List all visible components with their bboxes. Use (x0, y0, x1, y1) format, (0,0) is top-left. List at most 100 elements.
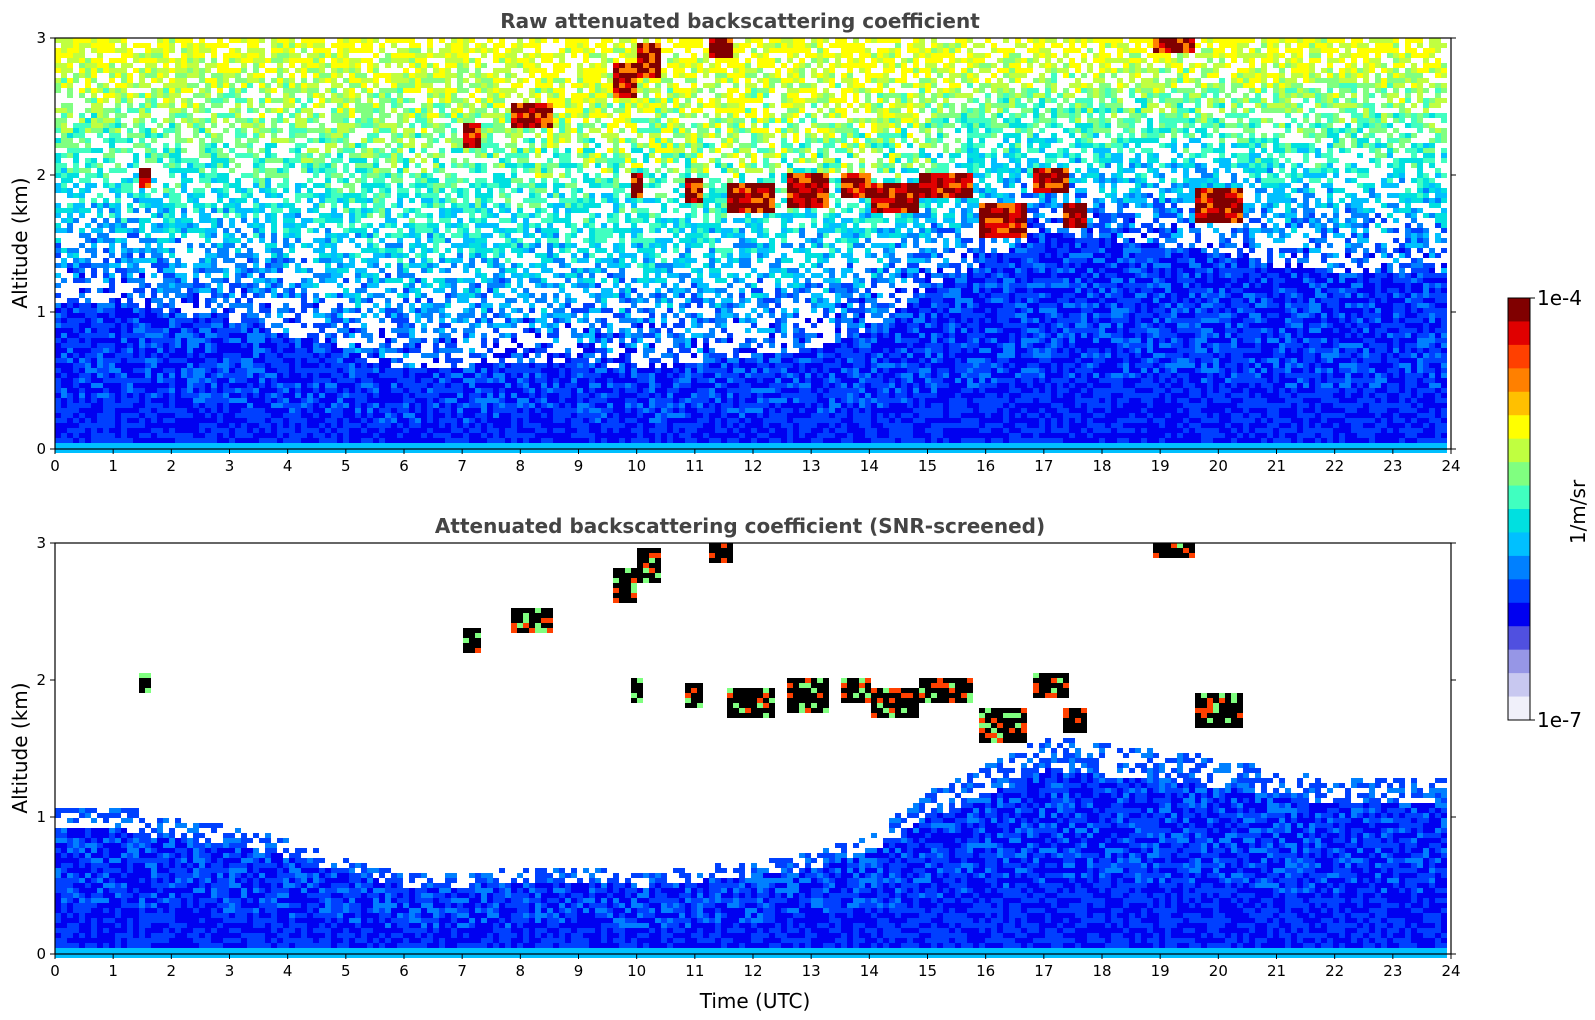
heatmap-cell (409, 133, 415, 138)
heatmap-cell (451, 118, 457, 123)
heatmap-cell (463, 443, 469, 448)
heatmap-cell (163, 423, 169, 428)
heatmap-cell (85, 233, 91, 238)
heatmap-cell (283, 203, 289, 208)
heatmap-cell (67, 83, 73, 88)
heatmap-cell (73, 278, 79, 283)
heatmap-cell (445, 338, 451, 343)
heatmap-cell (337, 218, 343, 223)
heatmap-cell (271, 203, 277, 208)
heatmap-cell (151, 368, 157, 373)
heatmap-cell (109, 418, 115, 423)
heatmap-cell (283, 368, 289, 373)
heatmap-cell (505, 58, 511, 63)
heatmap-cell (91, 98, 97, 103)
heatmap-cell (73, 418, 79, 423)
heatmap-cell (511, 188, 517, 193)
heatmap-cell (301, 418, 307, 423)
heatmap-cell (175, 428, 181, 433)
heatmap-cell (331, 163, 337, 168)
heatmap-cell (61, 333, 67, 338)
heatmap-cell (439, 188, 445, 193)
heatmap-cell (151, 383, 157, 388)
heatmap-cell (463, 423, 469, 428)
heatmap-cell (511, 273, 517, 278)
heatmap-cell (319, 123, 325, 128)
heatmap-cell (163, 163, 169, 168)
heatmap-cell (67, 173, 73, 178)
heatmap-cell (511, 448, 517, 453)
heatmap-cell (367, 433, 373, 438)
heatmap-cell (445, 423, 451, 428)
heatmap-cell (85, 413, 91, 418)
heatmap-cell (505, 153, 511, 158)
heatmap-cell (79, 378, 85, 383)
heatmap-cell (439, 418, 445, 423)
heatmap-cell (151, 223, 157, 228)
heatmap-cell (427, 388, 433, 393)
heatmap-cell (391, 178, 397, 183)
heatmap-cell (445, 428, 451, 433)
heatmap-cell (403, 433, 409, 438)
heatmap-cell (229, 333, 235, 338)
heatmap-cell (139, 333, 145, 338)
heatmap-cell (253, 293, 259, 298)
heatmap-cell (97, 223, 103, 228)
heatmap-cell (133, 428, 139, 433)
heatmap-cell (193, 388, 199, 393)
heatmap-cell (139, 93, 145, 98)
heatmap-cell (211, 188, 217, 193)
heatmap-cell (247, 408, 253, 413)
heatmap-cell (493, 248, 499, 253)
heatmap-cell (367, 78, 373, 83)
heatmap-cell (223, 68, 229, 73)
heatmap-cell (169, 438, 175, 443)
heatmap-cell (469, 93, 475, 98)
heatmap-cell (277, 383, 283, 388)
heatmap-cell (115, 353, 121, 358)
heatmap-cell (385, 438, 391, 443)
heatmap-cell (439, 238, 445, 243)
heatmap-cell (439, 48, 445, 53)
heatmap-cell (331, 393, 337, 398)
heatmap-cell (505, 183, 511, 188)
heatmap-cell (199, 138, 205, 143)
heatmap-cell (295, 378, 301, 383)
heatmap-cell (289, 428, 295, 433)
heatmap-cell (265, 413, 271, 418)
heatmap-cell (253, 38, 259, 43)
heatmap-cell (397, 158, 403, 163)
heatmap-cell (169, 383, 175, 388)
heatmap-cell (217, 393, 223, 398)
heatmap-cell (151, 423, 157, 428)
heatmap-cell (361, 408, 367, 413)
heatmap-cell (427, 283, 433, 288)
heatmap-cell (115, 343, 121, 348)
heatmap-cell (163, 363, 169, 368)
heatmap-cell (391, 88, 397, 93)
heatmap-cell (493, 293, 499, 298)
heatmap-cell (205, 433, 211, 438)
heatmap-cell (133, 173, 139, 178)
heatmap-cell (193, 373, 199, 378)
heatmap-cell (289, 98, 295, 103)
heatmap-cell (187, 393, 193, 398)
heatmap-cell (181, 78, 187, 83)
heatmap-cell (265, 348, 271, 353)
heatmap-cell (211, 168, 217, 173)
heatmap-cell (163, 133, 169, 138)
heatmap-cell (259, 238, 265, 243)
heatmap-cell (361, 448, 367, 453)
heatmap-cell (133, 93, 139, 98)
heatmap-cell (505, 258, 511, 263)
heatmap-cell (469, 203, 475, 208)
heatmap-cell (439, 373, 445, 378)
heatmap-cell (163, 98, 169, 103)
heatmap-cell (145, 233, 151, 238)
heatmap-cell (271, 48, 277, 53)
heatmap-cell (319, 203, 325, 208)
heatmap-cell (493, 163, 499, 168)
heatmap-cell (55, 228, 61, 233)
heatmap-cell (499, 358, 505, 363)
heatmap-cell (439, 128, 445, 133)
